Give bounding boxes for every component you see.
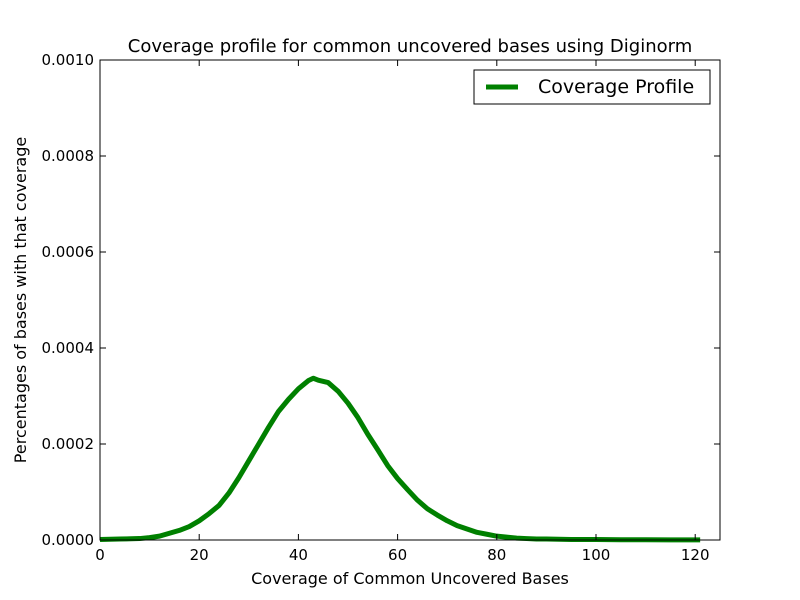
chart-title: Coverage profile for common uncovered ba… xyxy=(128,36,693,57)
x-axis-label: Coverage of Common Uncovered Bases xyxy=(251,569,569,588)
plot-frame xyxy=(99,59,721,541)
x-tick-label: 100 xyxy=(582,546,611,564)
x-tick-label: 0 xyxy=(95,546,105,564)
plot-area xyxy=(99,375,701,543)
legend-label-coverage-profile: Coverage Profile xyxy=(538,76,694,98)
y-axis-label: Percentages of bases with that coverage xyxy=(11,137,30,463)
x-tick-label: 80 xyxy=(487,546,506,564)
x-tick-label: 20 xyxy=(190,546,209,564)
series-line-0 xyxy=(99,375,701,543)
x-tick-label: 40 xyxy=(289,546,308,564)
x-tick-label: 60 xyxy=(388,546,407,564)
axis-ticks: 0 20 40 60 80 100 120 0.0000 0.0002 0.0004 0.0006 0… xyxy=(42,51,720,564)
y-tick-label: 0.0002 xyxy=(42,435,95,453)
y-tick-label: 0.0006 xyxy=(42,243,95,261)
y-tick-label: 0.0000 xyxy=(42,531,95,549)
legend: Coverage Profile xyxy=(473,69,711,105)
y-tick-label: 0.0010 xyxy=(42,51,95,69)
y-tick-label: 0.0008 xyxy=(42,147,95,165)
y-tick-label: 0.0004 xyxy=(42,339,95,357)
x-tick-label: 120 xyxy=(681,546,710,564)
